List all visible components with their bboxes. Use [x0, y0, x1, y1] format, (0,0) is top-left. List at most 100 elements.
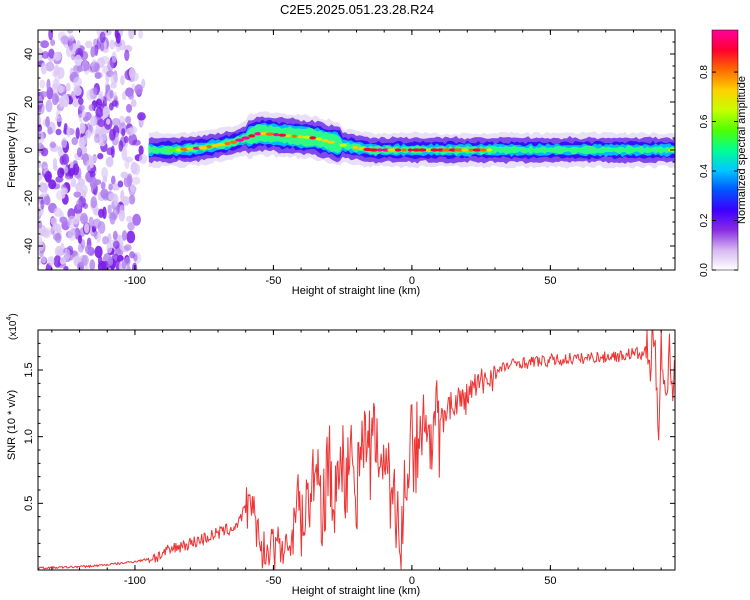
spectrogram-peak-cell	[394, 148, 402, 152]
spectrogram-noise-cell	[138, 30, 144, 40]
spectrogram-noise-cell	[75, 127, 80, 140]
snr-multiplier: (x104)	[6, 313, 19, 340]
spectrogram-noise-cell	[130, 98, 137, 108]
spectrogram-peak-cell	[358, 146, 365, 151]
spectrogram-noise-cell	[88, 216, 94, 229]
spectrogram-noise-cell	[109, 211, 116, 225]
spectrogram-noise-cell	[55, 128, 62, 136]
spectrogram-noise-cell	[112, 240, 120, 249]
colorbar-tick-label: 0.2	[699, 213, 710, 227]
spectrogram-noise-cell	[129, 184, 136, 193]
spectrogram-peak-cell	[376, 148, 383, 152]
spectrogram-noise-cell	[95, 98, 103, 109]
spectrogram-noise-cell	[60, 94, 70, 108]
snr-y-label: SNR (10 * v/v)	[6, 390, 18, 460]
spectrogram-noise-cell	[74, 54, 82, 66]
spectrogram-noise-cell	[60, 35, 70, 45]
spectrogram-noise-cell	[45, 99, 53, 113]
spectrogram-noise-cell	[77, 261, 85, 270]
y-tick-label: 0	[23, 147, 35, 153]
spectrogram-peak-cell	[479, 148, 488, 152]
spectrogram-noise-cell	[67, 34, 75, 42]
spectrogram-peak-cell	[417, 148, 427, 152]
spectrogram-noise-cell	[118, 209, 126, 222]
y-tick-label: 1.0	[23, 429, 35, 444]
x-tick-label: -50	[265, 275, 281, 287]
spectrogram-peak-cell	[468, 148, 474, 152]
spectrogram-peak-cell	[412, 148, 421, 152]
spectrogram-noise-cell	[78, 104, 85, 112]
spectrogram-noise-cell	[54, 245, 64, 258]
spectrogram-noise-cell	[64, 248, 71, 260]
spectrogram-noise-cell	[55, 109, 61, 120]
spectrogram-noise-cell	[121, 128, 126, 137]
y-tick-label: 40	[23, 48, 35, 60]
spectrogram-noise-cell	[126, 230, 136, 244]
spectrogram-peak-cell	[442, 148, 452, 152]
colorbar-tick-label: 0.8	[699, 65, 710, 79]
spectrogram-noise-cell	[120, 171, 129, 179]
spectrogram-noise-cell	[76, 199, 82, 210]
spectrogram-noise-cell	[111, 118, 121, 127]
spectrogram-noise-cell	[68, 228, 76, 241]
spectrogram-peak-cell	[486, 148, 493, 152]
spectrogram-noise-cell	[70, 177, 77, 188]
spectrogram-noise-cell	[40, 40, 50, 49]
spectrogram-noise-cell	[132, 213, 141, 226]
spectrogram-noise-cell	[79, 212, 88, 225]
spectrogram-peak-cell	[315, 137, 323, 141]
spectrogram-noise-cell	[40, 62, 47, 75]
spectrogram-noise-cell	[79, 122, 86, 134]
spectrogram-noise-cell	[38, 142, 44, 154]
spectrogram-noise-cell	[41, 255, 47, 264]
spectrogram-noise-cell	[141, 78, 146, 89]
spectrogram-noise-cell	[67, 30, 74, 34]
spectrogram-noise-cell	[122, 196, 130, 206]
spectrogram-peak-cell	[352, 145, 359, 150]
spectrogram-noise-cell	[72, 218, 79, 225]
spectrogram-noise-cell	[61, 139, 67, 148]
spectrogram-noise-cell	[48, 48, 55, 59]
y-tick-label: 0.5	[23, 496, 35, 511]
spectrogram-noise-cell	[81, 60, 89, 73]
spectrogram-noise-cell	[97, 255, 103, 266]
spectrogram-noise-cell	[90, 115, 97, 127]
spectrogram-noise-cell	[86, 89, 94, 101]
spectrogram-peak-cell	[291, 134, 298, 138]
spectrogram-noise-cell	[94, 72, 102, 79]
spectrogram-noise-cell	[121, 147, 128, 161]
spectrogram-noise-cell	[124, 49, 130, 62]
snr-x-ticks: -100 -50 0 50	[51, 330, 662, 587]
spectrogram-noise-cell	[99, 42, 105, 52]
spectrogram-peak-cell	[461, 148, 469, 152]
snr-y-ticks: 0.5 1.0 1.5	[23, 329, 675, 558]
spectrogram-noise-cell	[117, 180, 124, 188]
spectrogram-peak-cell	[454, 148, 464, 152]
spectrogram-noise-cell	[102, 105, 110, 118]
spectrogram-noise-cell	[109, 89, 114, 99]
spectrogram-noise-cell	[63, 166, 69, 174]
spectrogram-noise-cell	[57, 84, 64, 94]
spectrogram-noise-cell	[111, 253, 119, 264]
spectrogram-noise-cell	[127, 221, 135, 231]
spectrogram-peak-cell	[407, 148, 413, 152]
spectrogram-noise-cell	[103, 30, 112, 36]
spectrogram-peak-cell	[254, 132, 262, 136]
spectrogram-noise-cell	[115, 132, 120, 141]
spectrogram-noise-cell	[132, 176, 141, 185]
spectrogram-noise-cell	[126, 265, 131, 270]
spectrogram-x-label: Height of straight line (km)	[292, 285, 420, 297]
spectrogram-peak-cell	[241, 136, 250, 140]
spectrogram-noise-cell	[39, 79, 46, 89]
spectrogram-noise-cell	[83, 222, 90, 234]
spectrogram-noise-cell	[92, 218, 102, 229]
spectrogram-noise-cell	[112, 230, 118, 241]
spectrogram-noise-cell	[110, 145, 115, 158]
spectrogram-noise-cell	[138, 145, 144, 156]
spectrogram-peak-cell	[327, 140, 335, 144]
colorbar-tick-label: 0.6	[699, 114, 710, 128]
spectrogram-noise-cell	[39, 91, 48, 98]
spectrogram-noise-cell	[73, 191, 82, 198]
spectrogram-noise-cell	[52, 78, 59, 90]
spectrogram-noise-cell	[99, 31, 106, 44]
